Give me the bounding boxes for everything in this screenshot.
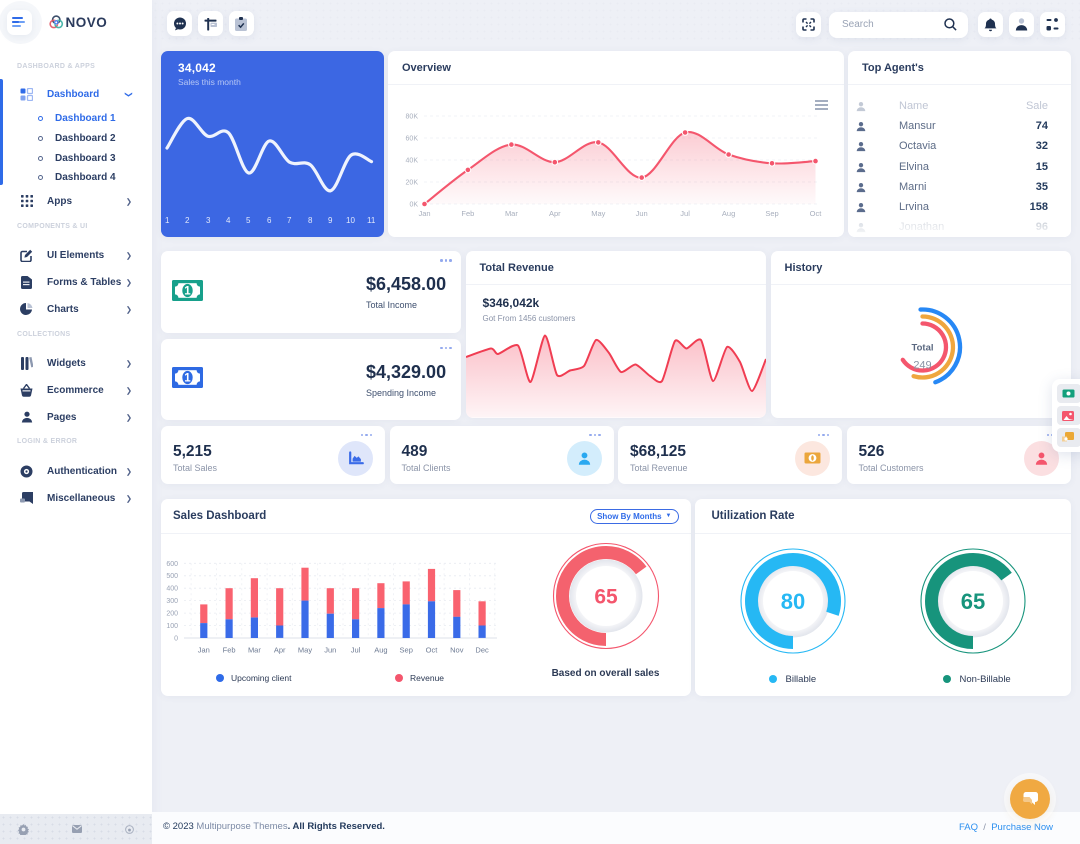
svg-text:1: 1: [184, 373, 191, 385]
svg-text:Sep: Sep: [400, 645, 413, 654]
svg-text:Feb: Feb: [223, 645, 236, 654]
svg-text:Jul: Jul: [680, 209, 690, 218]
svg-text:200: 200: [166, 610, 178, 617]
svg-text:Jan: Jan: [418, 209, 430, 218]
svg-text:249: 249: [913, 360, 931, 372]
svg-text:Dec: Dec: [475, 645, 489, 654]
svg-text:Aug: Aug: [374, 645, 387, 654]
svg-text:Apr: Apr: [274, 645, 286, 654]
svg-text:1: 1: [184, 285, 191, 297]
svg-text:0: 0: [174, 635, 178, 642]
svg-text:Jul: Jul: [351, 645, 361, 654]
svg-text:400: 400: [166, 585, 178, 592]
svg-text:80: 80: [780, 589, 804, 614]
svg-text:Apr: Apr: [549, 209, 561, 218]
svg-text:60K: 60K: [406, 136, 419, 143]
svg-text:600: 600: [166, 560, 178, 567]
svg-text:Mar: Mar: [505, 209, 518, 218]
svg-text:500: 500: [166, 573, 178, 580]
svg-text:Mar: Mar: [248, 645, 261, 654]
svg-text:Jun: Jun: [324, 645, 336, 654]
svg-text:300: 300: [166, 598, 178, 605]
svg-text:Sep: Sep: [765, 209, 778, 218]
svg-text:0K: 0K: [409, 202, 418, 209]
svg-text:Nov: Nov: [450, 645, 464, 654]
svg-text:Jun: Jun: [636, 209, 648, 218]
svg-text:Jan: Jan: [198, 645, 210, 654]
svg-text:Total: Total: [911, 343, 933, 354]
svg-text:65: 65: [960, 589, 984, 614]
svg-text:65: 65: [594, 586, 618, 609]
svg-text:40K: 40K: [406, 158, 419, 165]
svg-text:100: 100: [166, 623, 178, 630]
svg-text:Oct: Oct: [810, 209, 823, 218]
svg-text:Feb: Feb: [461, 209, 474, 218]
svg-text:Oct: Oct: [426, 645, 439, 654]
svg-text:May: May: [591, 209, 605, 218]
svg-text:May: May: [298, 645, 312, 654]
svg-text:Aug: Aug: [722, 209, 735, 218]
svg-text:20K: 20K: [406, 180, 419, 187]
svg-text:80K: 80K: [406, 114, 419, 121]
